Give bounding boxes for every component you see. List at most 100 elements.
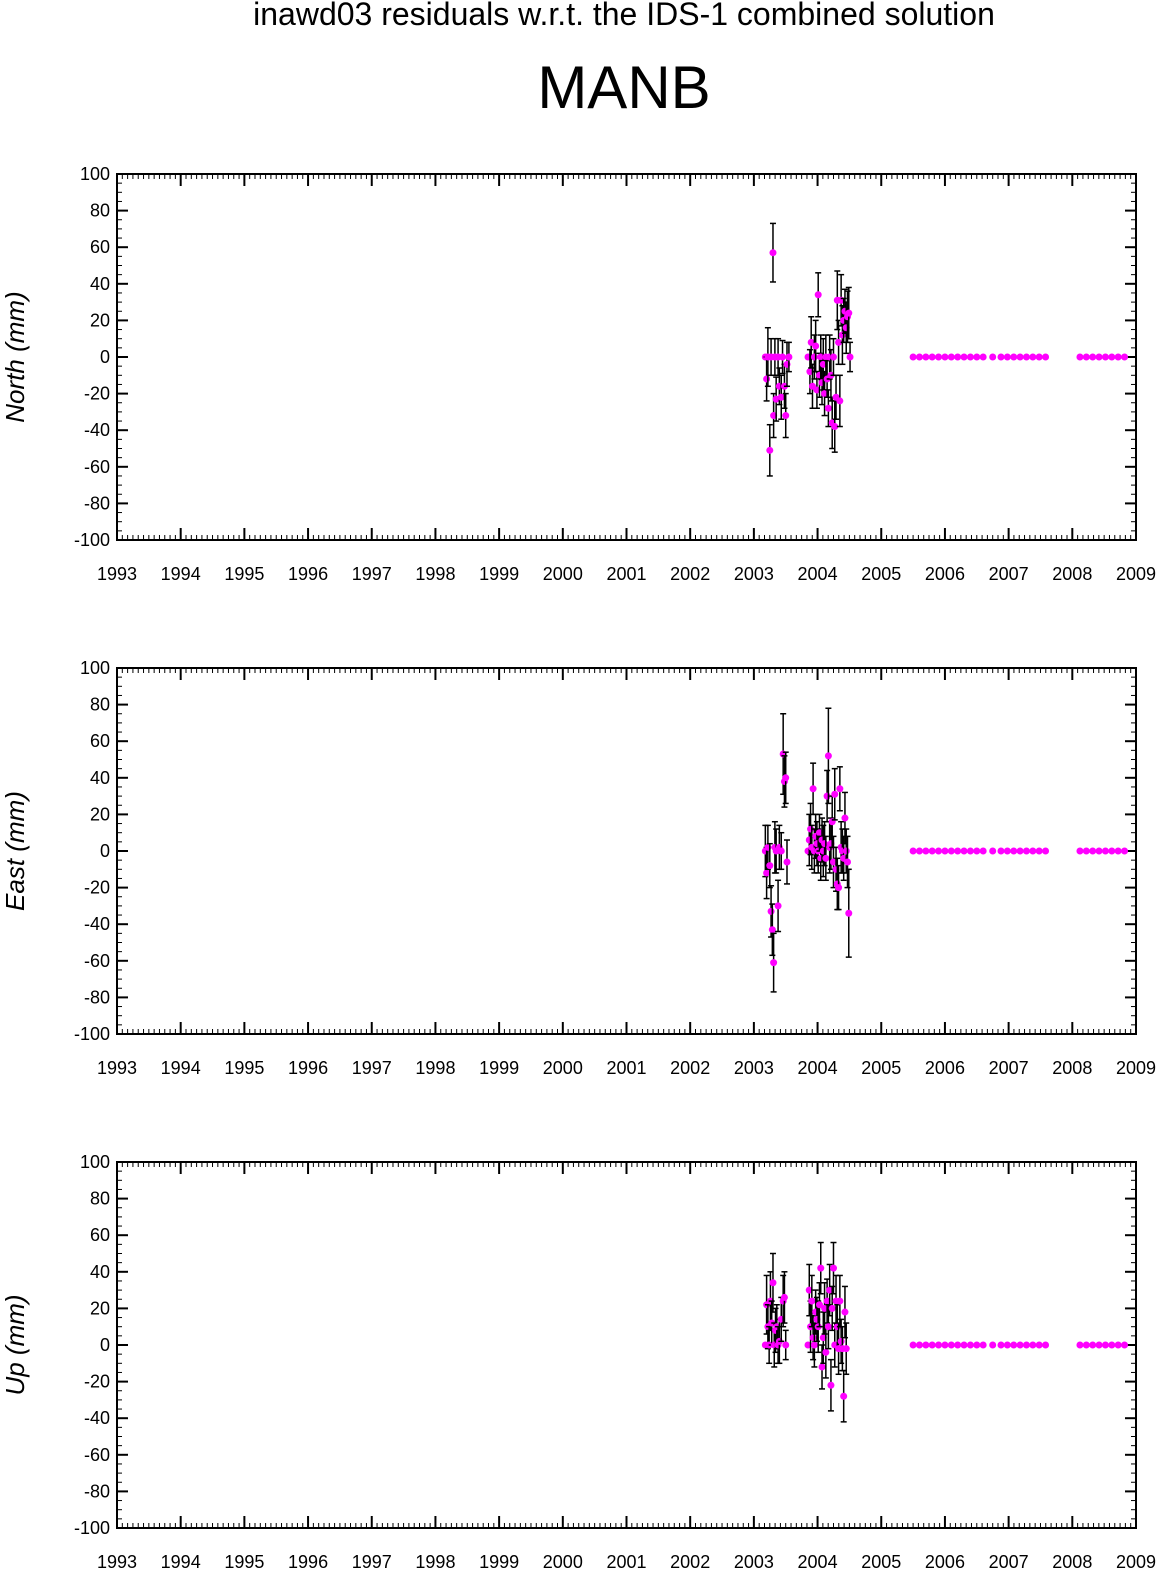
x-tick-label: 2002 <box>670 1552 710 1572</box>
data-point <box>1082 353 1090 361</box>
x-tick-label: 2006 <box>925 564 965 584</box>
data-point <box>989 353 997 361</box>
y-tick-label: -60 <box>84 457 110 477</box>
y-tick-label: 100 <box>80 658 110 678</box>
data-point <box>821 390 829 398</box>
y-axis-label: North (mm) <box>0 291 30 422</box>
data-point <box>979 847 987 855</box>
data-point <box>1095 353 1103 361</box>
data-point <box>831 423 839 431</box>
y-tick-label: 20 <box>90 804 110 824</box>
data-point <box>782 774 790 782</box>
data-point <box>829 858 837 866</box>
y-tick-label: -20 <box>84 1372 110 1392</box>
x-tick-label: 1999 <box>479 564 519 584</box>
data-point <box>1016 353 1024 361</box>
data-point <box>947 847 955 855</box>
east-panel: 1993 1994 1995 1996 1997 1998 1999 2000 2001 2002… <box>0 658 1156 1078</box>
data-point <box>766 862 774 870</box>
data-point <box>954 847 962 855</box>
x-tick-label: 1995 <box>224 1058 264 1078</box>
data-point <box>947 353 955 361</box>
data-point <box>777 847 785 855</box>
data-point <box>1101 847 1109 855</box>
data-point <box>1121 353 1129 361</box>
data-point <box>1095 1341 1103 1349</box>
data-point <box>810 1341 818 1349</box>
y-tick-label: -60 <box>84 951 110 971</box>
x-tick-label: 2000 <box>543 1552 583 1572</box>
x-tick-label: 2006 <box>925 1058 965 1078</box>
data-point <box>1121 1341 1129 1349</box>
x-tick-label: 2003 <box>734 564 774 584</box>
data-point <box>809 785 817 793</box>
y-tick-label: 0 <box>100 1335 110 1355</box>
y-tick-label: -80 <box>84 1481 110 1501</box>
x-tick-label: 1993 <box>97 564 137 584</box>
data-point <box>1003 1341 1011 1349</box>
x-tick-label: 2008 <box>1052 1552 1092 1572</box>
data-point <box>973 353 981 361</box>
y-tick-label: 80 <box>90 1189 110 1209</box>
data-point <box>831 790 839 798</box>
data-point <box>767 907 775 915</box>
y-tick-label: -40 <box>84 1408 110 1428</box>
x-tick-label: 2005 <box>861 564 901 584</box>
data-point <box>809 1334 817 1342</box>
north-panel: 1993 1994 1995 1996 1997 1998 1999 2000 2001 2002… <box>0 164 1156 584</box>
data-point <box>769 249 777 257</box>
y-tick-label: -60 <box>84 1445 110 1465</box>
x-tick-label: 2006 <box>925 1552 965 1572</box>
data-point <box>954 1341 962 1349</box>
x-tick-label: 2007 <box>989 1552 1029 1572</box>
y-tick-label: -80 <box>84 987 110 1007</box>
data-point <box>1035 353 1043 361</box>
data-point <box>821 1304 829 1312</box>
y-tick-label: 100 <box>80 1152 110 1172</box>
data-point <box>836 1297 844 1305</box>
data-point <box>845 909 853 917</box>
data-point <box>966 847 974 855</box>
x-tick-label: 2003 <box>734 1058 774 1078</box>
x-tick-label: 1995 <box>224 1552 264 1572</box>
data-point <box>1003 847 1011 855</box>
data-point <box>770 959 778 967</box>
data-point <box>783 858 791 866</box>
data-point <box>806 368 814 376</box>
x-tick-label: 1997 <box>352 564 392 584</box>
x-tick-label: 2000 <box>543 1058 583 1078</box>
data-point <box>1042 353 1050 361</box>
data-point <box>1029 1341 1037 1349</box>
data-point <box>997 353 1005 361</box>
data-point <box>909 1341 917 1349</box>
data-point <box>1076 1341 1084 1349</box>
data-point <box>1035 1341 1043 1349</box>
x-tick-label: 2004 <box>798 1552 838 1572</box>
data-point <box>922 1341 930 1349</box>
data-point <box>1089 847 1097 855</box>
x-tick-label: 2009 <box>1116 564 1156 584</box>
data-point <box>1022 353 1030 361</box>
x-tick-label: 2000 <box>543 564 583 584</box>
x-tick-label: 2007 <box>989 564 1029 584</box>
y-tick-label: -100 <box>74 1518 110 1538</box>
y-tick-label: 80 <box>90 695 110 715</box>
y-tick-label: 40 <box>90 1262 110 1282</box>
data-point <box>915 353 923 361</box>
data-point <box>841 1308 849 1316</box>
data-point <box>966 353 974 361</box>
data-point <box>840 1392 848 1400</box>
data-point <box>1082 1341 1090 1349</box>
data-point <box>954 353 962 361</box>
data-point <box>770 412 778 420</box>
data-point <box>909 847 917 855</box>
x-tick-label: 1996 <box>288 1058 328 1078</box>
data-point <box>1089 353 1097 361</box>
x-tick-label: 2007 <box>989 1058 1029 1078</box>
data-point <box>841 814 849 822</box>
data-point <box>1082 847 1090 855</box>
data-point <box>1003 353 1011 361</box>
data-point <box>822 1348 830 1356</box>
data-point <box>915 1341 923 1349</box>
data-point <box>818 1363 826 1371</box>
